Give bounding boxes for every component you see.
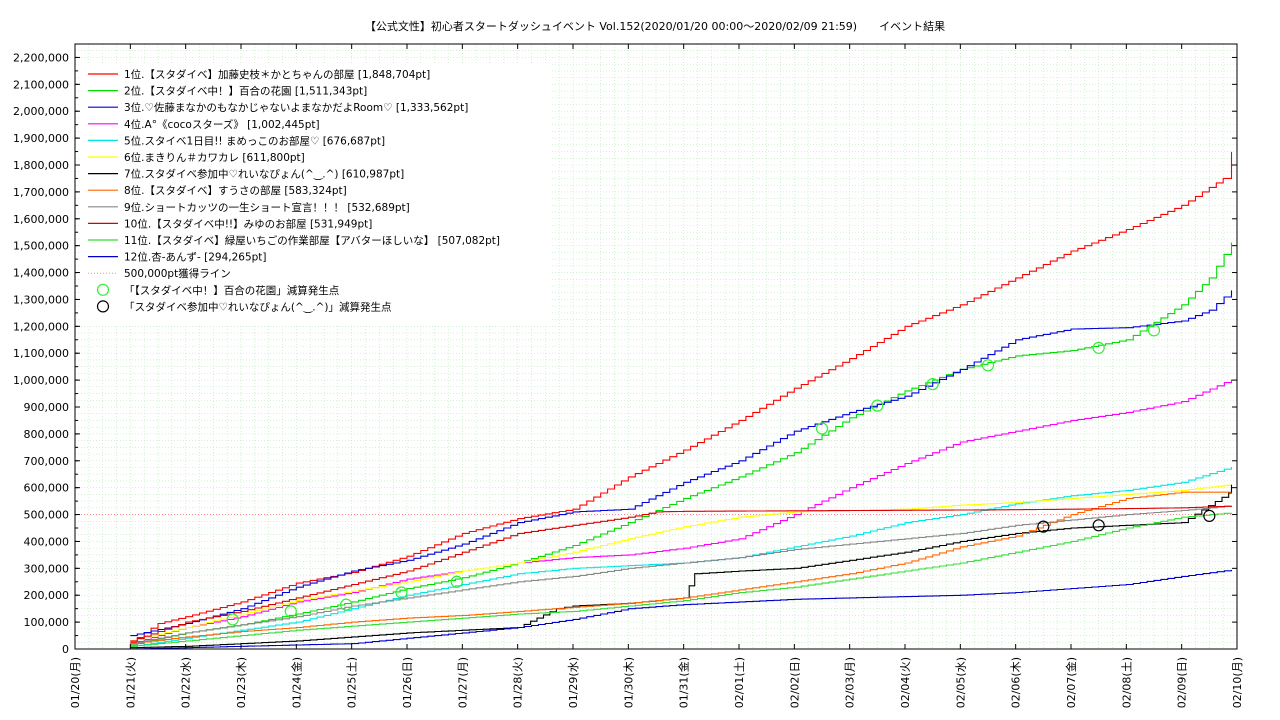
series-line-9 bbox=[130, 505, 1233, 645]
marker-layer bbox=[226, 324, 1216, 626]
y-tick-label: 300,000 bbox=[24, 562, 70, 575]
x-tick-label: 02/07(金) bbox=[1064, 657, 1078, 708]
event-marker-2 bbox=[1037, 520, 1050, 533]
axes: 0 100,000 200,000 300,000 400,000 500,000 600,… bbox=[13, 43, 1244, 708]
y-tick-label: 2,200,000 bbox=[13, 51, 69, 64]
x-tick-label: 02/01(土) bbox=[733, 657, 746, 708]
y-tick-label: 700,000 bbox=[24, 455, 70, 468]
series-line-11 bbox=[130, 512, 1233, 647]
x-tick-label: 01/30(木) bbox=[622, 657, 635, 708]
y-tick-label: 0 bbox=[62, 643, 69, 656]
x-tick-label: 01/24(金) bbox=[289, 657, 303, 708]
plot-frame bbox=[74, 43, 1238, 650]
series-line-10 bbox=[130, 505, 1233, 642]
event-marker-1 bbox=[1147, 324, 1161, 337]
series-line-4 bbox=[130, 379, 1233, 645]
event-marker-1 bbox=[395, 586, 408, 599]
y-tick-label: 1,700,000 bbox=[13, 186, 69, 199]
series-line-12 bbox=[130, 569, 1233, 650]
legend-marker-swatch bbox=[96, 283, 110, 296]
y-tick-label: 1,900,000 bbox=[13, 132, 69, 145]
legend-label: 6位.まきりん＃カワカレ [611,800pt] bbox=[124, 151, 305, 164]
legend-label: 「スタダイベ参加中♡れいなぴょん(^‿.^)」減算発生点 bbox=[124, 300, 391, 313]
y-tick-label: 100,000 bbox=[24, 616, 70, 629]
x-tick-label: 02/10(月) bbox=[1231, 657, 1244, 708]
legend-label: 10位.【スタダイベ中!!】みゆのお部屋 [531,949pt] bbox=[124, 217, 372, 230]
series-line-2 bbox=[130, 242, 1233, 646]
legend-label: 8位.【スタダイベ】すうさの部屋 [583,324pt] bbox=[124, 184, 347, 197]
legend-label: 9位.ショートカッツの一生ショート宣言！！！ [532,689pt] bbox=[124, 201, 410, 214]
x-tick-label: 01/31(金) bbox=[677, 657, 691, 708]
event-marker-2 bbox=[1203, 509, 1216, 523]
y-tick-label: 1,000,000 bbox=[13, 374, 69, 387]
series-line-1 bbox=[130, 151, 1233, 643]
legend-label: 4位.A°《cocoスターズ》 [1,002,445pt] bbox=[124, 118, 320, 131]
event-marker-1 bbox=[871, 399, 884, 412]
y-tick-label: 200,000 bbox=[24, 589, 70, 602]
y-tick-label: 1,100,000 bbox=[13, 347, 69, 360]
event-marker-1 bbox=[450, 575, 463, 588]
y-tick-label: 1,200,000 bbox=[13, 320, 69, 333]
y-tick-label: 2,100,000 bbox=[13, 78, 69, 91]
legend-label: 11位.【スタダイベ】緑屋いちごの作業部屋【アバターほしいな】 [507,082… bbox=[124, 234, 500, 247]
series-line-5 bbox=[130, 467, 1233, 647]
x-tick-label: 02/06(木) bbox=[1010, 657, 1023, 708]
event-marker-1 bbox=[226, 613, 239, 626]
series-line-6 bbox=[130, 484, 1233, 642]
y-tick-label: 500,000 bbox=[24, 509, 70, 522]
y-tick-label: 900,000 bbox=[24, 401, 70, 414]
x-tick-label: 02/04(火) bbox=[899, 657, 912, 708]
series-line-8 bbox=[130, 491, 1232, 645]
series-line-3 bbox=[130, 290, 1233, 637]
x-tick-label: 02/02(日) bbox=[788, 657, 801, 708]
legend-label: 「【スタダイベ中！】百合の花園」減算発生点 bbox=[124, 284, 339, 297]
x-tick-label: 01/21(火) bbox=[124, 657, 137, 708]
event-marker-1 bbox=[815, 422, 829, 435]
x-tick-label: 02/03(月) bbox=[844, 657, 857, 708]
y-tick-label: 2,000,000 bbox=[13, 105, 69, 118]
legend-marker-swatch bbox=[96, 300, 110, 313]
x-tick-label: 01/22(水) bbox=[180, 657, 193, 708]
event-marker-1 bbox=[1092, 341, 1105, 354]
legend-label: 7位.スタダイベ参加中♡れいなぴょん(^‿.^) [610,987pt] bbox=[124, 168, 404, 181]
chart-title: 【公式文性】初心者スタートダッシュイベント Vol.152(2020/01/20… bbox=[365, 19, 945, 33]
y-tick-label: 1,800,000 bbox=[13, 159, 69, 172]
y-tick-label: 600,000 bbox=[24, 482, 70, 495]
y-tick-label: 1,300,000 bbox=[13, 293, 69, 306]
x-tick-label: 01/25(土) bbox=[346, 657, 359, 708]
event-marker-1 bbox=[981, 359, 995, 372]
legend-label: 2位.【スタダイベ中！】百合の花園 [1,511,343pt] bbox=[124, 85, 367, 98]
y-tick-label: 800,000 bbox=[24, 428, 70, 441]
x-tick-label: 01/28(火) bbox=[512, 657, 525, 708]
legend-box bbox=[80, 64, 550, 326]
legend-label: 12位.杏-あんず- [294,265pt] bbox=[124, 251, 267, 264]
y-tick-label: 1,600,000 bbox=[13, 213, 69, 226]
x-tick-label: 01/29(水) bbox=[567, 657, 580, 708]
event-marker-2 bbox=[1092, 519, 1105, 532]
x-tick-label: 01/27(月) bbox=[456, 657, 469, 708]
series-layer bbox=[130, 151, 1233, 650]
legend-label: 500,000pt獲得ライン bbox=[124, 267, 231, 280]
x-tick-label: 01/20(月) bbox=[69, 657, 82, 708]
y-tick-label: 1,500,000 bbox=[13, 240, 69, 253]
legend-label: 5位.スタイベ1日目!! まめっこのお部屋♡ [676,687pt] bbox=[124, 134, 385, 147]
x-tick-label: 02/08(土) bbox=[1120, 657, 1133, 708]
x-tick-label: 01/23(木) bbox=[235, 657, 248, 708]
x-tick-label: 01/26(日) bbox=[401, 657, 414, 708]
x-tick-label: 02/05(水) bbox=[954, 657, 967, 708]
legend-label: 3位.♡佐藤まなかのもなかじゃないよまなかだよRoom♡ [1,333,562p… bbox=[124, 101, 468, 114]
legend-label: 1位.【スタダイベ】加藤史枝＊かとちゃんの部屋 [1,848,704pt] bbox=[124, 68, 430, 81]
y-tick-label: 1,400,000 bbox=[13, 267, 69, 280]
event-marker-1 bbox=[340, 598, 353, 611]
legend: 1位.【スタダイベ】加藤史枝＊かとちゃんの部屋 [1,848,704pt] 2位.… bbox=[80, 64, 550, 326]
event-marker-1 bbox=[284, 605, 297, 618]
event-marker-1 bbox=[926, 378, 939, 391]
x-tick-label: 02/09(日) bbox=[1176, 657, 1189, 708]
y-tick-label: 400,000 bbox=[24, 535, 70, 548]
